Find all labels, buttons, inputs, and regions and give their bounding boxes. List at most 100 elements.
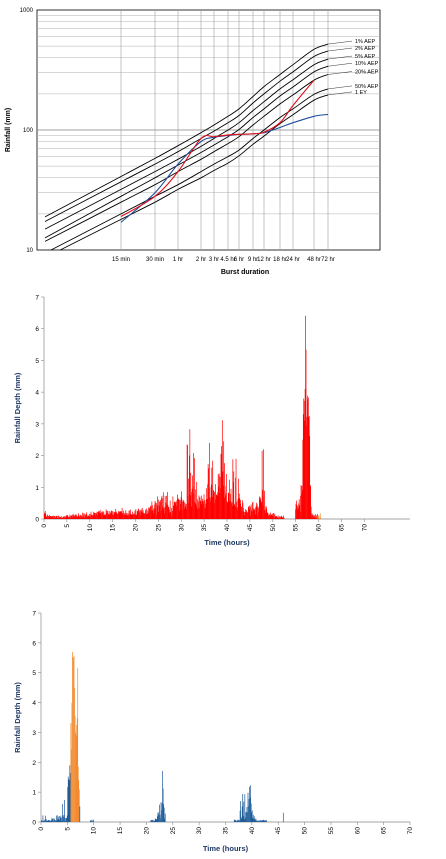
rainfall-bar <box>66 815 68 822</box>
rainfall-bar <box>251 512 253 519</box>
rainfall-bar <box>261 450 263 519</box>
rainfall-bar <box>69 765 71 822</box>
rainfall-bar <box>239 810 241 822</box>
x-axis-title: Time (hours) <box>204 538 250 547</box>
rainfall-bar <box>185 503 187 519</box>
rainfall-bar <box>155 819 157 822</box>
rainfall-bar <box>258 508 260 519</box>
rainfall-bar <box>44 511 46 519</box>
rainfall-bar <box>94 515 96 519</box>
rainfall-bar <box>184 502 185 519</box>
rainfall-bar <box>251 810 253 822</box>
x-tick-label: 45 <box>275 827 282 835</box>
rainfall-bar <box>88 515 90 519</box>
rainfall-bar <box>48 820 50 822</box>
rainfall-bar <box>86 514 88 519</box>
rainfall-bar <box>149 821 151 822</box>
x-tick-label: 60 <box>316 524 323 532</box>
rainfall-bar <box>269 513 271 519</box>
rainfall-bar <box>64 515 66 519</box>
rainfall-bar <box>131 514 133 519</box>
rainfall-bar <box>149 508 150 519</box>
rainfall-bar <box>223 441 225 519</box>
rainfall-bar <box>221 420 223 519</box>
rainfall-bar <box>183 501 184 519</box>
rainfall-bar <box>302 414 304 519</box>
rainfall-bar <box>124 514 126 519</box>
rainfall-bar <box>260 820 262 822</box>
rainfall-bar <box>252 814 254 822</box>
rainfall-bar <box>92 511 94 519</box>
rainfall-bar <box>258 820 259 822</box>
rainfall-bar <box>128 513 129 519</box>
y-tick-label: 3 <box>32 730 36 737</box>
rainfall-bar <box>279 516 280 519</box>
rainfall-bar <box>282 517 284 519</box>
rainfall-bar <box>93 512 95 519</box>
rainfall-bar <box>54 515 56 519</box>
rainfall-bar <box>238 493 240 519</box>
rainfall-bar <box>215 484 216 519</box>
rainfall-bar <box>181 509 183 519</box>
rainfall-bar <box>49 820 51 822</box>
rainfall-bar <box>197 508 199 519</box>
rainfall-bar <box>119 511 120 519</box>
rainfall-bar <box>163 507 165 519</box>
rainfall-bar <box>45 815 46 822</box>
rainfall-bar <box>140 510 142 519</box>
rainfall-bar <box>167 504 169 519</box>
rainfall-bar <box>88 516 90 519</box>
rainfall-bar <box>150 821 151 822</box>
rainfall-bar <box>225 495 226 519</box>
rainfall-bar <box>67 776 69 822</box>
rainfall-bar <box>242 503 244 519</box>
rainfall-bar <box>156 816 158 822</box>
rainfall-bar <box>75 514 76 519</box>
aep-label: 5% AEP <box>355 54 376 60</box>
rainfall-bar <box>186 444 188 519</box>
rainfall-bar <box>60 815 62 822</box>
y-tick-label: 6 <box>35 326 39 333</box>
x-tick-label: 12 hr <box>257 257 271 263</box>
rainfall-bar <box>252 502 253 519</box>
rainfall-bar <box>233 819 235 822</box>
rainfall-bar <box>76 724 78 822</box>
rainfall-bar <box>132 514 134 519</box>
rainfall-bar <box>248 507 250 519</box>
rainfall-bar <box>262 820 264 822</box>
rainfall-bar <box>256 504 258 519</box>
rainfall-bar <box>195 503 197 519</box>
rainfall-bar <box>272 515 274 519</box>
rainfall-bar <box>264 490 265 519</box>
rainfall-bar <box>193 453 194 519</box>
rainfall-bar <box>168 509 170 519</box>
rainfall-bar <box>174 502 176 519</box>
rainfall-bar <box>138 512 140 519</box>
rainfall-bar <box>116 511 117 519</box>
rainfall-bar <box>306 425 307 519</box>
rainfall-bar <box>249 786 250 822</box>
rainfall-bar <box>78 789 80 822</box>
rainfall-bar <box>157 512 159 519</box>
x-tick-label: 20 <box>143 827 150 835</box>
rainfall-bar <box>278 517 279 519</box>
rainfall-bar <box>260 499 262 519</box>
rainfall-bar <box>226 500 228 519</box>
rainfall-bar <box>112 511 113 519</box>
rainfall-bar <box>165 506 166 519</box>
rainfall-bar <box>205 488 207 519</box>
x-axis-title: Burst duration <box>221 269 269 276</box>
y-tick-label: 4 <box>35 390 39 397</box>
rainfall-bar <box>198 495 200 519</box>
rainfall-bar <box>42 821 43 822</box>
rainfall-bar <box>309 435 311 519</box>
rainfall-bar <box>75 735 77 822</box>
rainfall-bar <box>126 512 128 519</box>
x-tick-label: 55 <box>328 827 335 835</box>
rainfall-bar <box>164 818 166 822</box>
aep-leader-line <box>327 40 353 45</box>
rainfall-bar <box>70 723 72 822</box>
rainfall-bar <box>86 512 87 519</box>
rainfall-bar <box>265 506 267 519</box>
rainfall-bar <box>162 506 164 519</box>
